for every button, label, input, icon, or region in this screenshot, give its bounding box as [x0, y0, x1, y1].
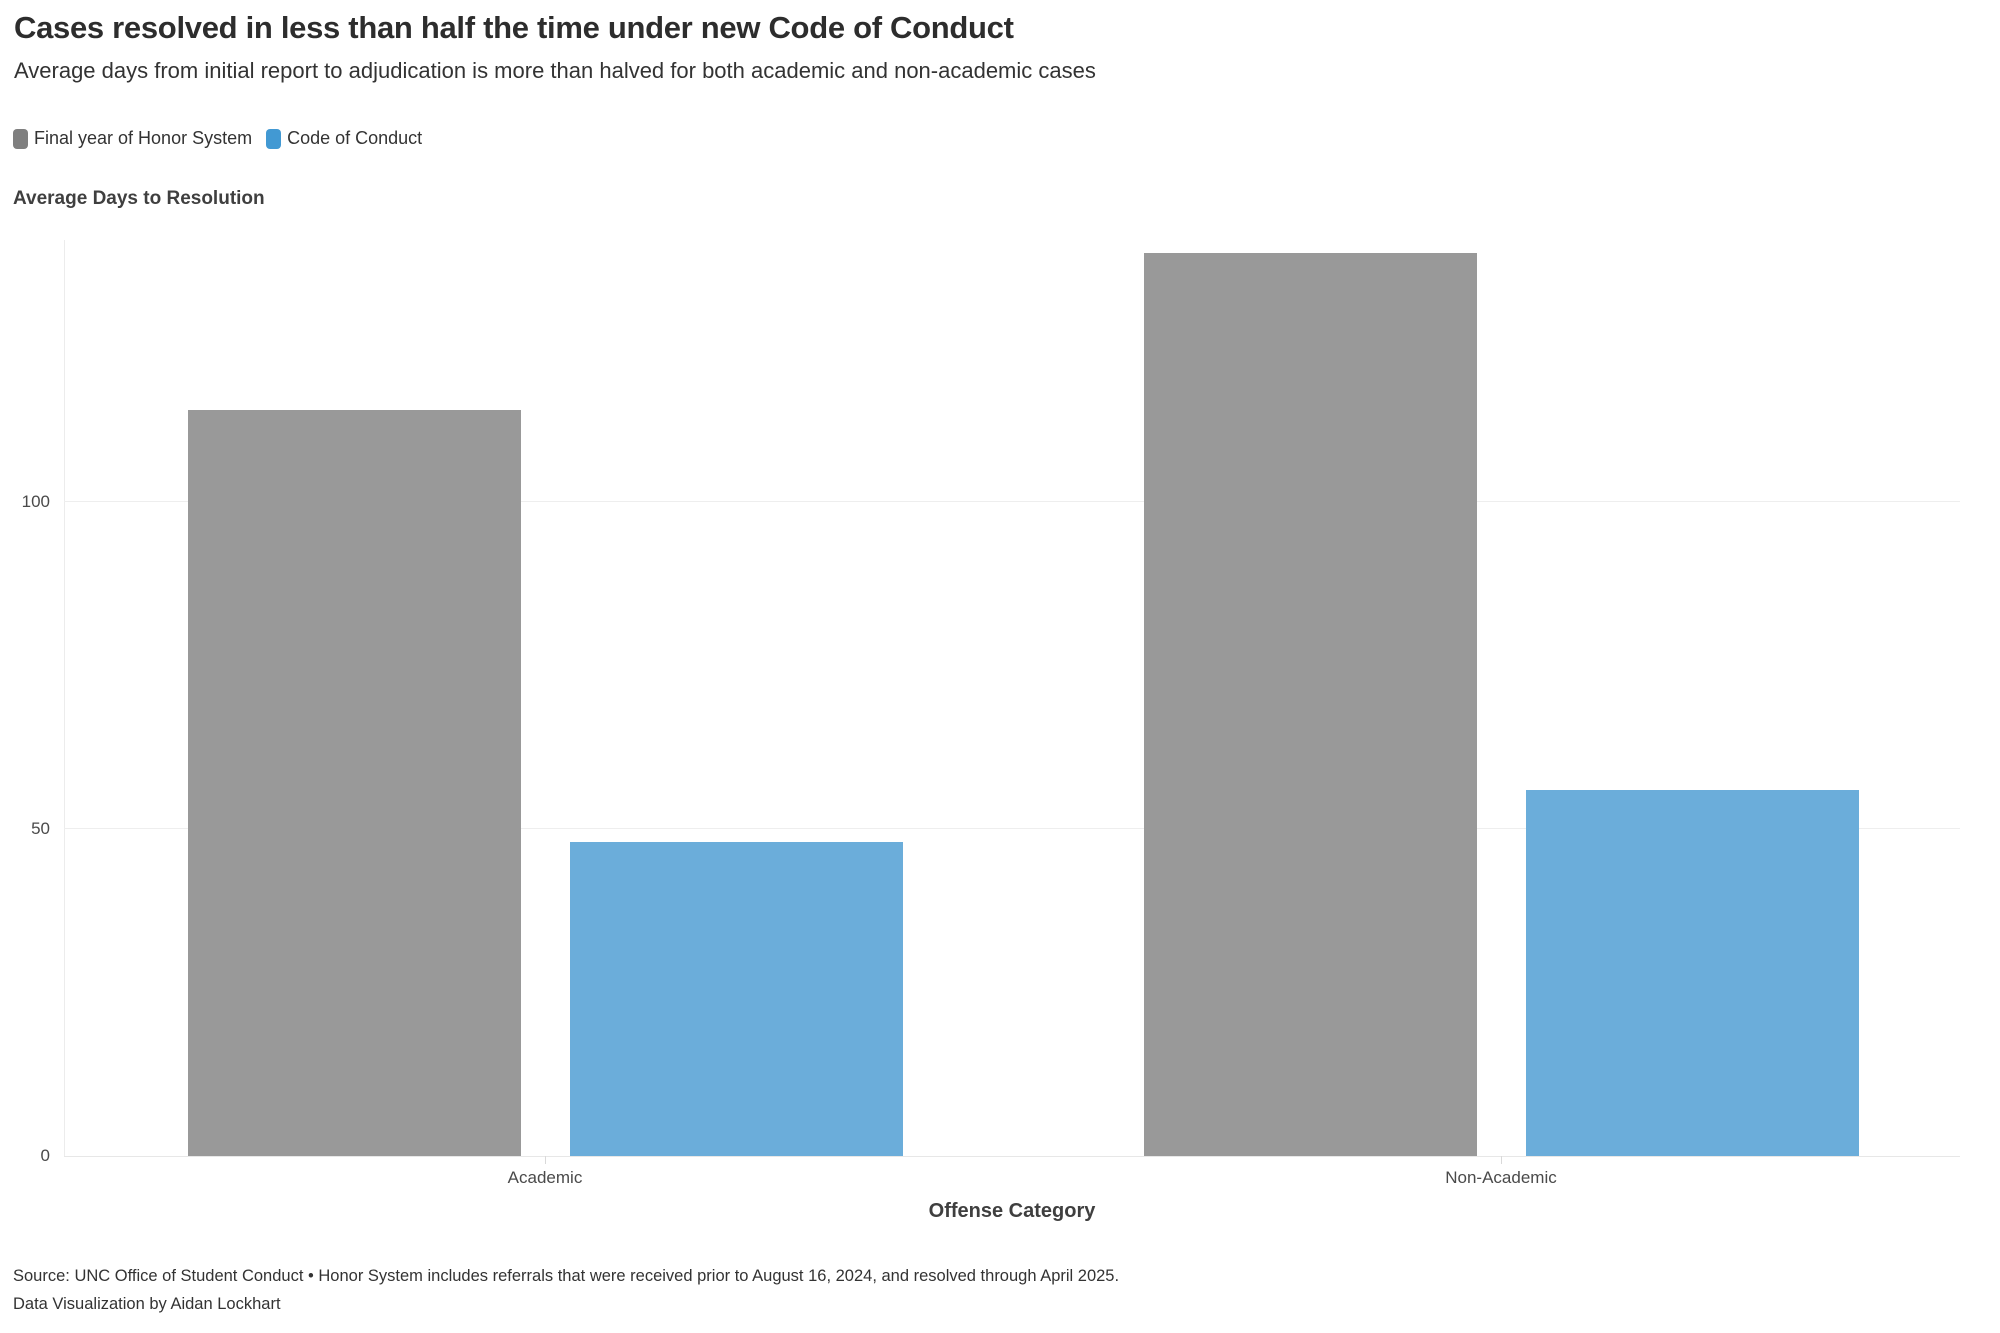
y-axis-title: Average Days to Resolution — [13, 188, 265, 209]
x-tick-label-academic: Academic — [507, 1168, 583, 1187]
page-title: Cases resolved in less than half the tim… — [14, 10, 1014, 45]
bar-academic-final-year-of-honor-system — [187, 410, 521, 1156]
legend-label: Final year of Honor System — [34, 128, 253, 148]
page-subtitle: Average days from initial report to adju… — [14, 58, 1096, 83]
bar-non-academic-final-year-of-honor-system — [1143, 253, 1477, 1156]
legend: Final year of Honor System Code of Condu… — [13, 128, 422, 149]
x-tick-non-academic — [1501, 1156, 1502, 1164]
legend-item-honor-system: Final year of Honor System — [13, 128, 252, 149]
code-of-conduct-swatch-icon — [266, 128, 282, 149]
footer: Source: UNC Office of Student Conduct • … — [13, 1262, 1963, 1318]
y-tick-label-0: 0 — [40, 1146, 50, 1165]
credit-note: Data Visualization by Aidan Lockhart — [13, 1295, 281, 1313]
y-axis-line — [64, 240, 65, 1156]
legend-item-code-of-conduct: Code of Conduct — [266, 128, 422, 149]
x-tick-label-non-academic: Non-Academic — [1445, 1168, 1557, 1187]
y-tick-label-100: 100 — [21, 491, 50, 511]
bar-academic-code-of-conduct — [569, 842, 903, 1156]
gridline-y-0 — [64, 1155, 1960, 1157]
x-axis-title: Offense Category — [928, 1200, 1096, 1222]
gridline-y-50 — [64, 828, 1960, 830]
legend-label: Code of Conduct — [287, 128, 423, 148]
honor-system-swatch-icon — [13, 128, 28, 149]
source-note: Source: UNC Office of Student Conduct • … — [13, 1267, 1120, 1285]
plot-area: 0 50 100 Academic Non-Academic — [22, 240, 1960, 1187]
gridline-y-100 — [64, 501, 1960, 503]
x-tick-academic — [545, 1156, 546, 1164]
y-tick-label-50: 50 — [31, 818, 50, 838]
bar-non-academic-code-of-conduct — [1525, 790, 1859, 1156]
